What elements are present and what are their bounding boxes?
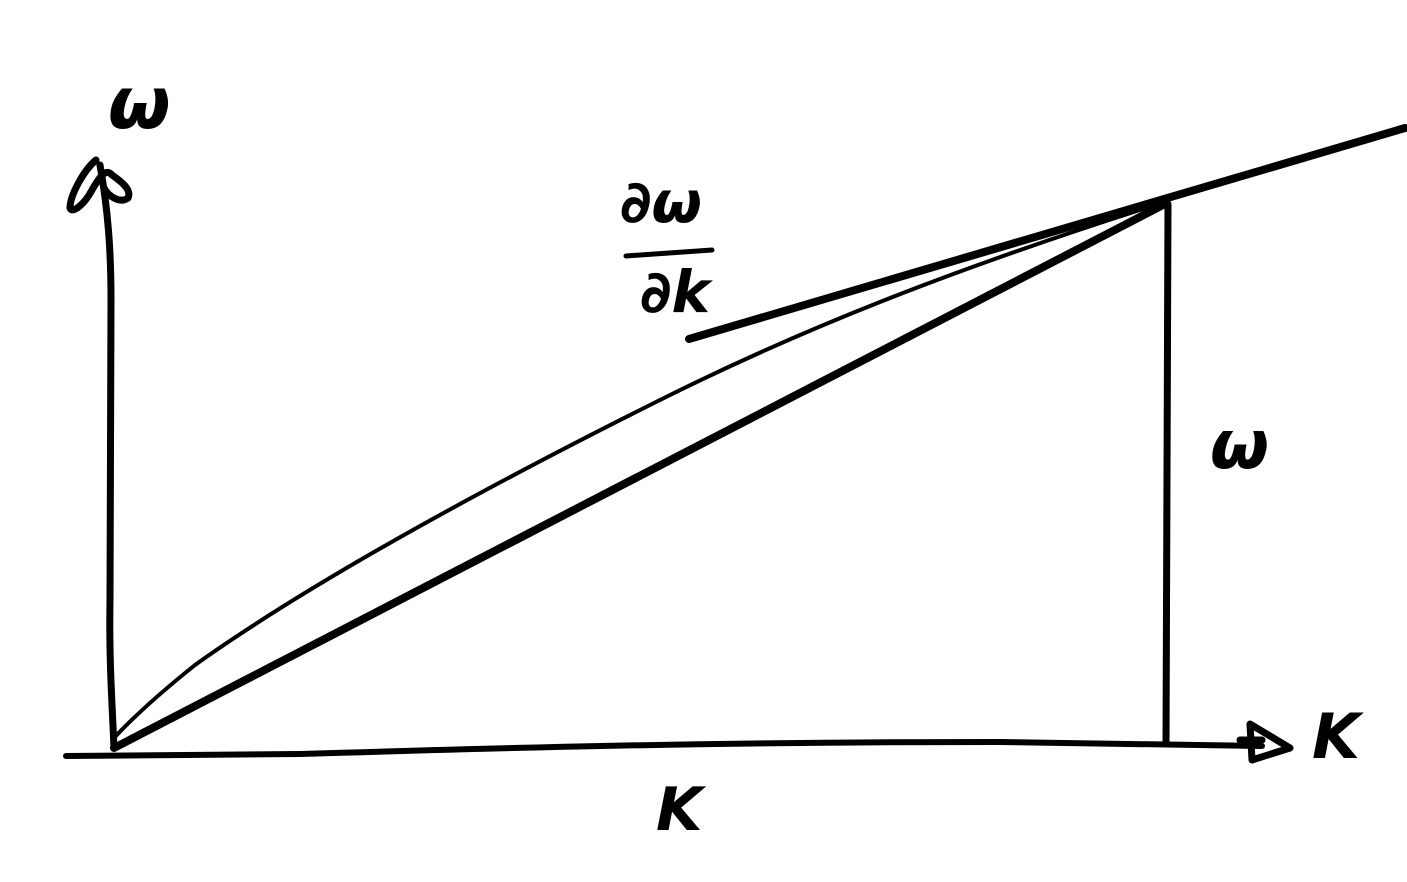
x-axis-end-label: K xyxy=(1312,700,1364,773)
y-axis-label: ω xyxy=(108,61,171,145)
labels: ω K K ω ∂ω ∂k xyxy=(108,61,1364,845)
plot-lines xyxy=(110,124,1407,752)
x-axis-arrowhead xyxy=(1236,720,1294,764)
vertical-drop-line xyxy=(1162,200,1172,748)
fraction-bar xyxy=(623,247,715,259)
tangent-line-group-velocity xyxy=(685,124,1407,343)
derivative-denominator: ∂k xyxy=(640,258,714,326)
x-axis-line xyxy=(63,739,1265,759)
derivative-numerator: ∂ω xyxy=(620,168,702,236)
secant-line-phase-velocity xyxy=(110,200,1169,752)
axes xyxy=(63,156,1294,764)
dispersion-curve xyxy=(112,200,1167,740)
y-axis-arrowhead xyxy=(66,156,133,214)
y-axis-line xyxy=(96,161,118,752)
x-segment-label: K xyxy=(656,775,707,845)
vertical-segment-label: ω xyxy=(1210,406,1269,485)
derivative-fraction: ∂ω ∂k xyxy=(620,168,715,326)
